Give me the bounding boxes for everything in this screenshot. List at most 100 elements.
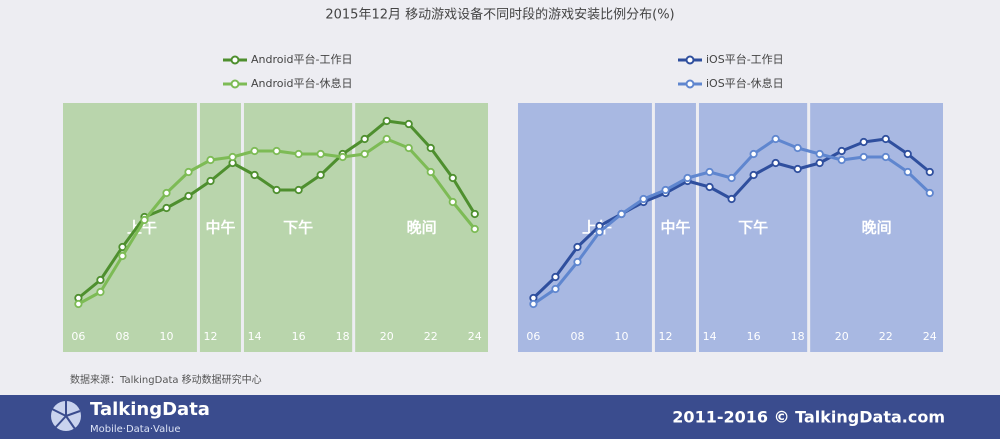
- data-point: [727, 173, 736, 183]
- source-note: 数据来源：TalkingData 移动数据研究中心: [70, 373, 262, 386]
- period-label: 晚间: [407, 219, 437, 237]
- data-point: [705, 182, 714, 192]
- x-tick-label: 22: [879, 330, 893, 343]
- legend-marker: [685, 55, 695, 65]
- data-point: [771, 134, 780, 144]
- period-band: [654, 103, 696, 352]
- data-point: [617, 209, 626, 219]
- data-point: [206, 155, 215, 165]
- data-point: [448, 173, 457, 183]
- data-point: [661, 185, 670, 195]
- period-label: 晚间: [862, 219, 892, 237]
- data-point: [551, 284, 560, 294]
- legend-label: Android平台-休息日: [251, 76, 353, 90]
- legend-marker: [230, 79, 240, 89]
- data-point: [727, 194, 736, 204]
- data-point: [470, 224, 479, 234]
- data-point: [272, 146, 281, 156]
- data-point: [206, 176, 215, 186]
- data-point: [903, 167, 912, 177]
- data-point: [837, 146, 846, 156]
- x-tick-label: 12: [204, 330, 218, 343]
- x-tick-label: 10: [159, 330, 173, 343]
- x-tick-label: 24: [923, 330, 937, 343]
- period-band: [810, 103, 943, 352]
- data-point: [338, 152, 347, 162]
- chart-title: 2015年12月 移动游戏设备不同时段的游戏安装比例分布(%): [325, 7, 674, 23]
- footer-slogan: Mobile·Data·Value: [90, 424, 181, 435]
- x-tick-label: 16: [747, 330, 761, 343]
- data-point: [573, 257, 582, 267]
- data-point: [881, 134, 890, 144]
- data-point: [294, 149, 303, 159]
- x-tick-label: 08: [115, 330, 129, 343]
- x-tick-label: 22: [424, 330, 438, 343]
- footer-copyright: 2011-2016 © TalkingData.com: [672, 408, 945, 427]
- footer-bar: [0, 395, 1000, 439]
- legend-label: iOS平台-休息日: [706, 76, 784, 90]
- data-point: [228, 152, 237, 162]
- period-label: 中午: [205, 219, 235, 237]
- legend-marker: [685, 79, 695, 89]
- x-tick-label: 14: [703, 330, 717, 343]
- data-point: [837, 155, 846, 165]
- data-point: [903, 149, 912, 159]
- data-point: [470, 209, 479, 219]
- data-point: [140, 215, 149, 225]
- x-tick-label: 14: [248, 330, 262, 343]
- data-point: [426, 143, 435, 153]
- data-point: [793, 143, 802, 153]
- data-point: [551, 272, 560, 282]
- x-tick-label: 10: [614, 330, 628, 343]
- data-point: [404, 119, 413, 129]
- data-point: [573, 242, 582, 252]
- period-label: 下午: [283, 219, 313, 237]
- data-point: [705, 167, 714, 177]
- data-point: [184, 191, 193, 201]
- logo-icon: [51, 401, 81, 431]
- data-point: [859, 152, 868, 162]
- data-point: [382, 134, 391, 144]
- data-point: [881, 152, 890, 162]
- x-tick-label: 08: [570, 330, 584, 343]
- data-point: [162, 203, 171, 213]
- data-point: [595, 227, 604, 237]
- data-point: [925, 188, 934, 198]
- x-tick-label: 12: [659, 330, 673, 343]
- data-point: [184, 167, 193, 177]
- data-point: [815, 158, 824, 168]
- data-point: [294, 185, 303, 195]
- data-point: [74, 299, 83, 309]
- data-point: [426, 167, 435, 177]
- data-point: [360, 149, 369, 159]
- data-point: [925, 167, 934, 177]
- data-point: [250, 170, 259, 180]
- data-point: [250, 146, 259, 156]
- data-point: [639, 194, 648, 204]
- x-tick-label: 16: [292, 330, 306, 343]
- legend-marker: [230, 55, 240, 65]
- period-band: [63, 103, 197, 352]
- footer-brand: TalkingData: [90, 399, 210, 420]
- x-tick-label: 06: [526, 330, 540, 343]
- data-point: [771, 158, 780, 168]
- data-point: [96, 275, 105, 285]
- data-point: [448, 197, 457, 207]
- period-label: 中午: [660, 219, 690, 237]
- data-point: [272, 185, 281, 195]
- period-band: [199, 103, 241, 352]
- data-point: [683, 173, 692, 183]
- data-point: [118, 251, 127, 261]
- x-tick-label: 18: [791, 330, 805, 343]
- data-point: [382, 116, 391, 126]
- data-point: [316, 170, 325, 180]
- data-point: [529, 299, 538, 309]
- data-point: [162, 188, 171, 198]
- period-label: 下午: [738, 219, 768, 237]
- data-point: [749, 170, 758, 180]
- data-point: [404, 143, 413, 153]
- data-point: [815, 149, 824, 159]
- data-point: [316, 149, 325, 159]
